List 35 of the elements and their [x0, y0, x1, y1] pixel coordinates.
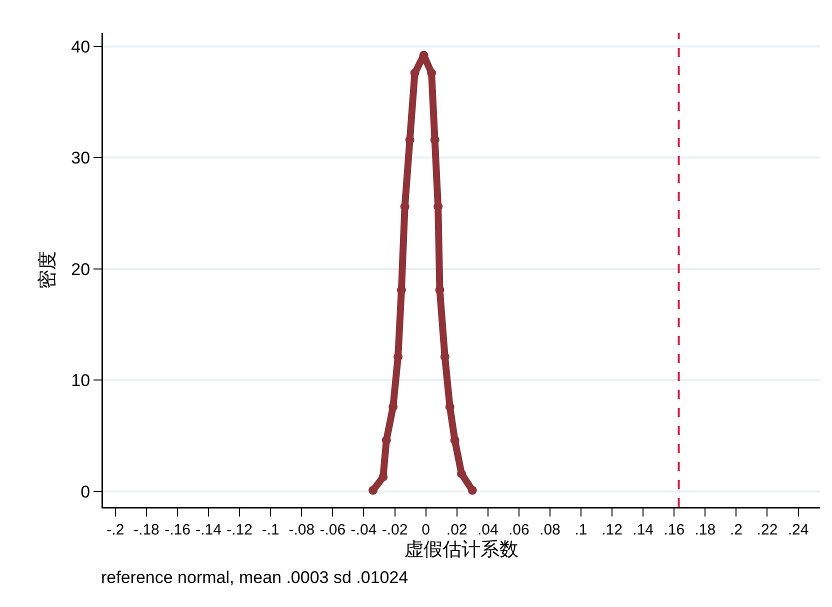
x-tick-label: -.2: [106, 522, 124, 538]
y-axis-title: 密度: [36, 251, 58, 289]
y-tick-label: 20: [71, 260, 90, 279]
text: reference normal, mean .0003 sd .01024: [101, 568, 408, 587]
x-tick-label: -.02: [382, 522, 408, 538]
y-tick-label: 10: [71, 371, 90, 390]
point: [468, 486, 477, 495]
point: [368, 486, 378, 495]
x-tick-label: .14: [632, 522, 654, 538]
x-tick-label: -.16: [164, 522, 190, 538]
x-tick-label: .22: [756, 522, 778, 538]
x-tick-label: .02: [446, 522, 468, 538]
x-tick-label: -.12: [226, 522, 252, 538]
point: [457, 469, 466, 478]
y-tick-label: 0: [80, 482, 90, 502]
x-tick-label: .1: [574, 522, 588, 538]
point: [450, 436, 460, 445]
x-tick-label: .12: [602, 522, 622, 538]
x-tick-label: .2: [730, 522, 742, 538]
x-tick-label: -.04: [350, 522, 377, 538]
x-tick-label: -.1: [262, 522, 280, 538]
x-tick-label: .18: [694, 522, 716, 538]
x-tick-label: .08: [540, 522, 560, 538]
x-tick-label: -.06: [320, 522, 346, 538]
x-tick-label: 0: [422, 522, 430, 538]
y-tick-label: 30: [71, 148, 90, 168]
x-tick-label: -.18: [134, 522, 160, 538]
x-axis-title: 虚假估计系数: [404, 538, 518, 560]
x-tick-label: -.08: [288, 522, 315, 538]
x-tick-label: .16: [664, 522, 685, 538]
y-tick-label: 40: [71, 37, 90, 56]
x-tick-label: -.14: [196, 522, 222, 538]
x-tick-label: .04: [477, 522, 498, 538]
x-tick-label: .06: [508, 522, 530, 538]
x-tick-label: .24: [788, 522, 809, 538]
